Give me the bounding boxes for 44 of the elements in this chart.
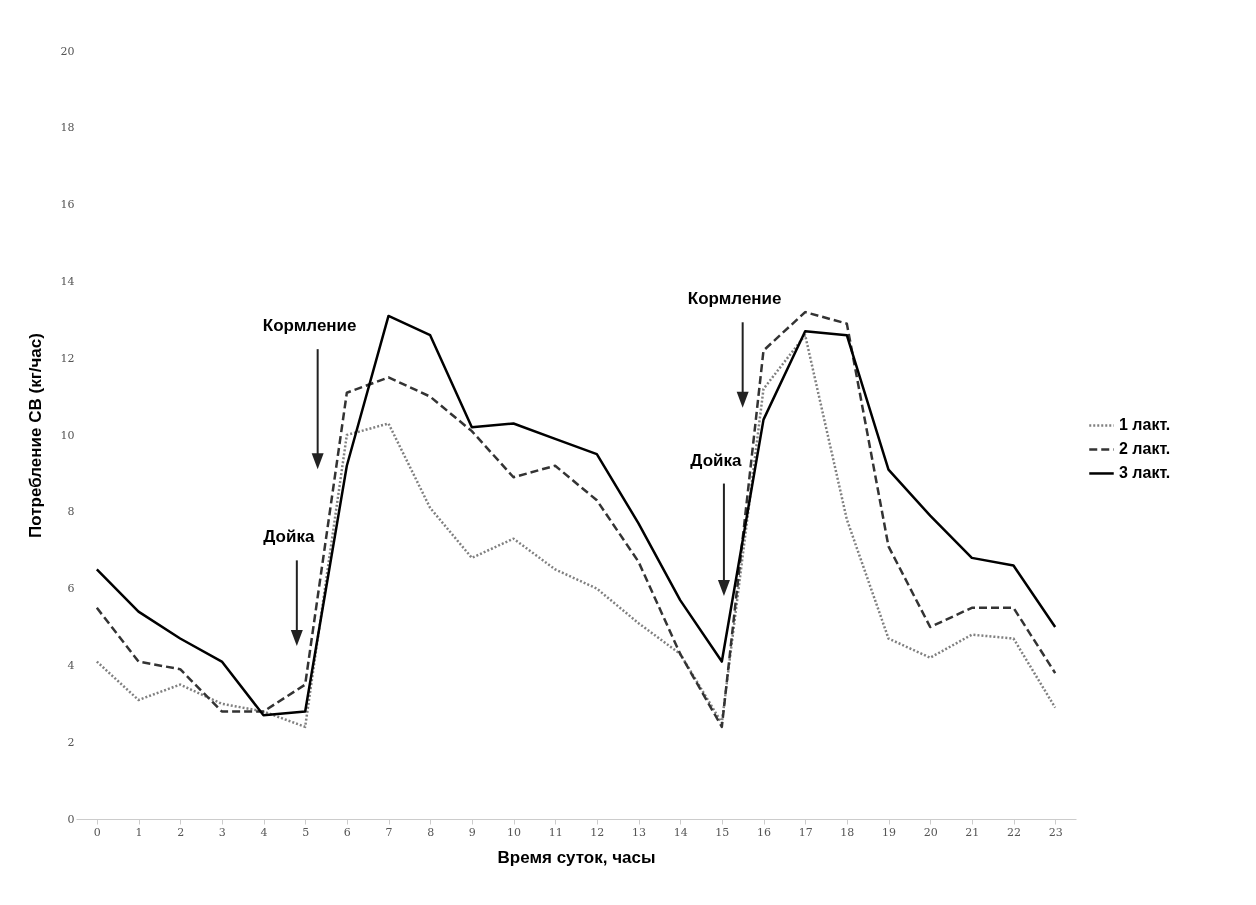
x-tick-label: 17: [798, 825, 813, 839]
x-tick-label: 9: [468, 825, 476, 839]
x-tick-label: 16: [757, 825, 771, 839]
x-tick-label: 11: [548, 825, 563, 839]
y-tick-label: 4: [67, 658, 75, 672]
x-tick-label: 3: [218, 825, 226, 839]
annotation: Кормление: [262, 316, 357, 336]
y-tick-label: 10: [60, 428, 75, 442]
x-tick-label: 8: [427, 825, 435, 839]
legend-label: 2 лакт.: [1119, 440, 1171, 458]
y-tick-label: 12: [60, 351, 75, 365]
x-tick-label: 4: [260, 825, 268, 839]
x-tick-label: 5: [302, 825, 310, 839]
x-tick-label: 2: [177, 825, 185, 839]
x-tick-label: 10: [507, 825, 521, 839]
x-tick-label: 23: [1048, 825, 1063, 839]
x-tick-label: 14: [673, 825, 688, 839]
x-tick-label: 13: [632, 825, 646, 839]
y-tick-label: 6: [67, 582, 75, 596]
x-tick-label: 6: [343, 825, 351, 839]
x-tick-label: 15: [715, 825, 730, 839]
y-tick-label: 8: [67, 505, 75, 519]
y-axis-title: Потребление СВ (кг/час): [25, 333, 45, 538]
x-tick-label: 21: [965, 825, 980, 839]
annotation: Дойка: [690, 450, 743, 470]
y-tick-label: 2: [67, 735, 75, 749]
x-tick-label: 1: [135, 825, 143, 839]
x-tick-label: 22: [1007, 825, 1021, 839]
x-tick-label: 18: [840, 825, 855, 839]
x-tick-label: 7: [385, 825, 393, 839]
annotation: Кормление: [687, 289, 782, 309]
annotation: Дойка: [263, 527, 315, 547]
y-tick-label: 0: [67, 812, 75, 826]
y-tick-label: 20: [60, 44, 75, 58]
legend-label: 1 лакт.: [1119, 416, 1171, 434]
x-tick-label: 19: [882, 825, 896, 839]
y-tick-label: 16: [60, 198, 75, 212]
legend-label: 3 лакт.: [1119, 464, 1171, 482]
x-tick-label: 0: [93, 825, 101, 839]
y-tick-label: 18: [60, 121, 75, 135]
x-axis-title: Время суток, часы: [497, 847, 656, 867]
x-tick-label: 20: [923, 825, 938, 839]
x-tick-label: 12: [590, 825, 605, 839]
y-tick-label: 14: [60, 274, 75, 288]
